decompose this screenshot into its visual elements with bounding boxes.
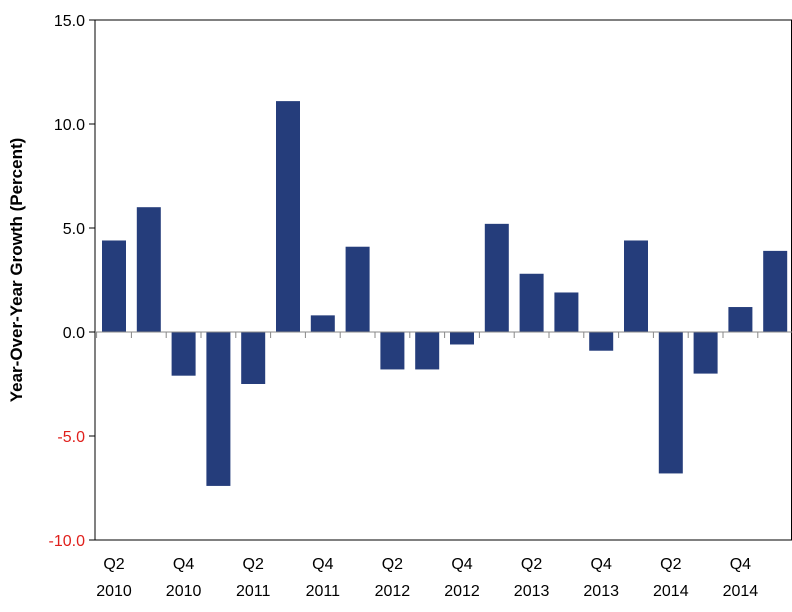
- x-tick-label-year: 2013: [514, 583, 550, 600]
- y-tick-label: -10.0: [49, 533, 86, 550]
- x-ticks: Q2 2010 Q4 2010 Q2 2011 Q4 2011 Q2 2012 Q4 2012 Q2 20…: [96, 332, 759, 600]
- bar: [276, 101, 300, 333]
- y-tick-label: -5.0: [57, 429, 85, 446]
- x-tick-label-quarter: Q4: [730, 556, 751, 573]
- x-tick-label-year: 2014: [653, 583, 689, 600]
- y-tick-label: 10.0: [54, 117, 85, 134]
- y-tick-label: 0.0: [63, 325, 85, 342]
- x-tick-label-year: 2010: [96, 583, 132, 600]
- bar: [310, 315, 335, 332]
- x-tick-label-quarter: Q2: [243, 556, 264, 573]
- x-tick-label-quarter: Q4: [591, 556, 612, 573]
- bar: [171, 332, 196, 376]
- y-ticks: 15.0 10.0 5.0 0.0 -5.0 -10.0: [49, 13, 95, 550]
- bar: [554, 292, 579, 332]
- x-tick-label-quarter: Q4: [173, 556, 194, 573]
- x-tick-label-quarter: Q2: [521, 556, 542, 573]
- bar: [519, 273, 544, 332]
- bar: [450, 332, 474, 345]
- x-tick-label-quarter: Q4: [312, 556, 333, 573]
- bar: [345, 246, 370, 332]
- bar: [415, 332, 440, 370]
- bar: [763, 250, 788, 332]
- bar: [380, 332, 405, 370]
- bar: [693, 332, 718, 374]
- x-tick-label-year: 2012: [375, 583, 411, 600]
- bar: [624, 240, 648, 332]
- x-tick-label-year: 2011: [236, 583, 271, 600]
- x-tick-label-year: 2013: [583, 583, 619, 600]
- bar: [241, 332, 266, 384]
- bars: [102, 101, 788, 486]
- y-tick-label: 5.0: [63, 221, 85, 238]
- x-tick-label-year: 2014: [723, 583, 759, 600]
- bar: [136, 207, 161, 332]
- y-tick-label: 15.0: [54, 13, 85, 30]
- x-tick-label-year: 2011: [306, 583, 341, 600]
- x-tick-label-quarter: Q2: [660, 556, 681, 573]
- bar: [658, 332, 683, 474]
- x-tick-label-quarter: Q2: [382, 556, 403, 573]
- x-tick-label-quarter: Q2: [103, 556, 124, 573]
- bar: [484, 223, 509, 332]
- bar: [728, 307, 753, 332]
- bar: [102, 240, 126, 332]
- bar: [206, 332, 231, 486]
- bar: [589, 332, 614, 351]
- x-tick-label-year: 2010: [166, 583, 202, 600]
- plot-frame: [94, 19, 792, 541]
- x-tick-label-quarter: Q4: [451, 556, 472, 573]
- x-tick-label-year: 2012: [444, 583, 480, 600]
- y-axis-label: Year-Over-Year Growth (Percent): [7, 138, 26, 403]
